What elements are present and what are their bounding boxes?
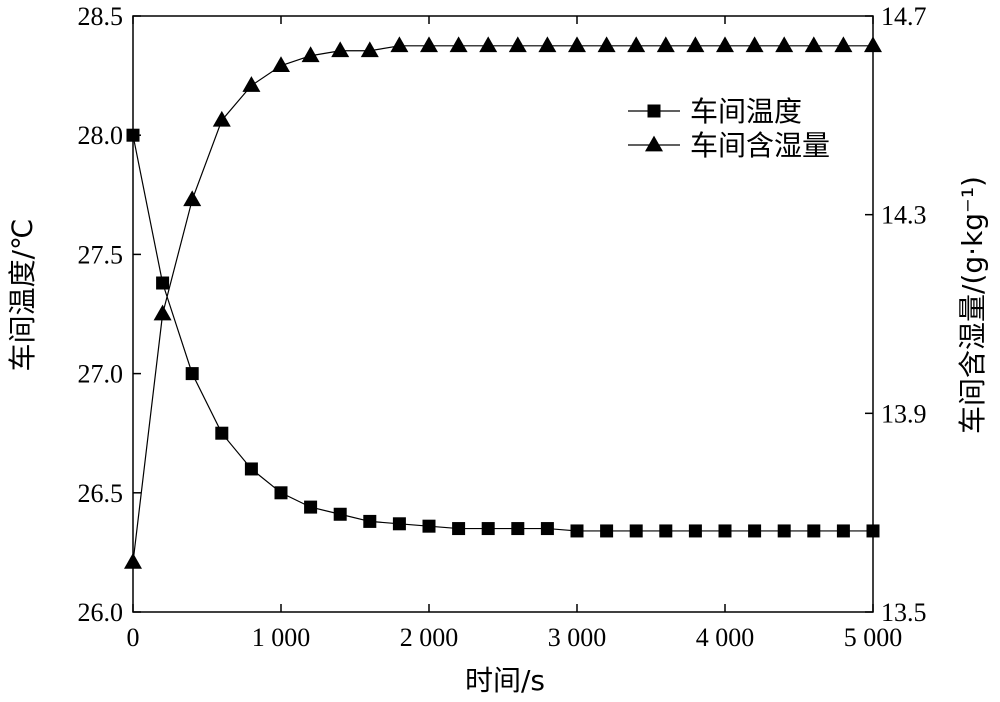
- legend-marker-triangle: [645, 135, 663, 152]
- data-point-humidity: [597, 36, 616, 53]
- data-point-temperature: [629, 524, 643, 538]
- data-point-temperature: [600, 524, 614, 538]
- right-y-axis-title: 车间含湿量/(g·kg⁻¹): [956, 176, 989, 434]
- data-point-humidity: [656, 36, 675, 53]
- legend-item-temperature: 车间温度: [628, 95, 802, 128]
- data-point-humidity: [212, 110, 231, 127]
- series-humidity: [124, 36, 882, 569]
- series-temperature: [126, 128, 880, 538]
- plot-border: [132, 15, 874, 613]
- data-point-humidity: [568, 36, 586, 53]
- data-point-humidity: [331, 41, 350, 58]
- data-point-temperature: [511, 522, 525, 536]
- left-y-axis: 26.0 26.5 27.0 27.5 28.0 28.5: [78, 2, 141, 627]
- data-point-temperature: [452, 522, 466, 536]
- data-point-temperature: [274, 486, 288, 500]
- data-point-temperature: [836, 524, 850, 538]
- right-y-tick-label: 14.3: [881, 201, 927, 230]
- data-point-temperature: [777, 524, 791, 538]
- data-point-humidity: [508, 36, 527, 53]
- left-y-tick-label: 26.5: [78, 479, 124, 508]
- data-point-humidity: [272, 56, 290, 73]
- legend-marker-square: [647, 104, 661, 118]
- data-point-humidity: [538, 36, 557, 53]
- data-point-humidity: [449, 36, 468, 53]
- left-y-axis-title: 车间温度/℃: [6, 219, 39, 372]
- data-point-temperature: [688, 524, 702, 538]
- data-point-humidity: [834, 36, 853, 53]
- data-point-temperature: [215, 426, 229, 440]
- data-point-humidity: [716, 36, 734, 53]
- data-point-temperature: [363, 514, 377, 528]
- data-point-humidity: [775, 36, 794, 53]
- data-point-humidity: [153, 304, 172, 321]
- x-tick-label: 5 000: [844, 623, 903, 652]
- right-y-tick-label: 14.7: [881, 2, 927, 31]
- right-y-tick-label: 13.5: [881, 598, 927, 627]
- data-point-temperature: [540, 522, 554, 536]
- right-y-tick-label: 13.9: [881, 399, 927, 428]
- data-point-temperature: [659, 524, 673, 538]
- series-layer: [124, 36, 882, 569]
- x-axis: 0 1 000 2 000 3 000 4 000 5 000: [127, 16, 903, 652]
- data-point-temperature: [156, 276, 170, 290]
- data-point-temperature: [304, 500, 318, 514]
- legend-label: 车间含湿量: [690, 129, 830, 162]
- data-point-temperature: [748, 524, 762, 538]
- left-y-tick-label: 27.5: [78, 240, 124, 269]
- x-tick-label: 2 000: [400, 623, 459, 652]
- data-point-humidity: [301, 46, 320, 63]
- data-point-humidity: [183, 190, 202, 207]
- data-point-humidity: [242, 76, 261, 92]
- data-point-humidity: [804, 36, 823, 53]
- left-y-tick-label: 27.0: [78, 360, 124, 389]
- x-tick-label: 0: [127, 623, 140, 652]
- data-point-humidity: [627, 36, 646, 53]
- data-point-temperature: [244, 462, 258, 476]
- right-y-axis: 13.5 13.9 14.3 14.7: [865, 2, 927, 627]
- x-tick-label: 4 000: [696, 623, 755, 652]
- left-y-tick-label: 28.5: [78, 2, 124, 31]
- x-axis-title: 时间/s: [465, 664, 545, 697]
- data-point-humidity: [360, 41, 379, 58]
- legend-label: 车间温度: [690, 95, 802, 128]
- series-line-temperature: [132, 135, 873, 532]
- data-point-humidity: [745, 36, 764, 53]
- data-point-temperature: [718, 524, 732, 538]
- left-y-tick-label: 26.0: [78, 598, 124, 627]
- plot-frame: [132, 15, 874, 613]
- data-point-temperature: [392, 517, 406, 531]
- x-tick-label: 3 000: [548, 623, 607, 652]
- data-point-humidity: [390, 36, 409, 53]
- data-point-temperature: [422, 519, 436, 533]
- legend-item-humidity: 车间含湿量: [628, 129, 830, 162]
- data-point-humidity: [420, 36, 438, 53]
- data-point-humidity: [479, 36, 498, 53]
- data-point-temperature: [333, 507, 347, 521]
- data-point-temperature: [481, 522, 495, 536]
- data-point-temperature: [570, 524, 584, 538]
- x-tick-label: 1 000: [252, 623, 311, 652]
- data-point-humidity: [124, 552, 142, 569]
- data-point-temperature: [185, 367, 199, 381]
- data-point-temperature: [126, 128, 140, 142]
- left-y-tick-label: 28.0: [78, 121, 124, 150]
- data-point-temperature: [807, 524, 821, 538]
- data-point-humidity: [686, 36, 705, 53]
- data-point-humidity: [864, 36, 882, 53]
- data-point-temperature: [866, 524, 880, 538]
